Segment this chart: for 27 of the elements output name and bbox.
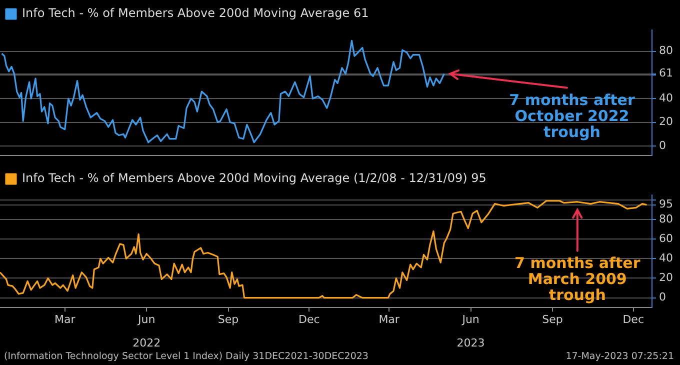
text: 17-May-2023 07:25:21: [566, 351, 674, 362]
y-tick-label: 95: [659, 198, 674, 211]
x-tick-label: Dec: [298, 313, 320, 326]
text: (Information Technology Sector Level 1 Index) Daily 31DEC2021-30DEC2023: [4, 351, 368, 362]
y-tick-label: 61: [659, 66, 674, 80]
y-tick-label: 20: [659, 271, 674, 284]
annotation: 7 months after March 2009 trough: [514, 254, 641, 304]
legend-label: Info Tech - % of Members Above 200d Moving Average (1/2/08 - 12/31/09) 95: [22, 171, 486, 186]
x-tick-label: Jun: [136, 313, 156, 326]
x2-tick-label: 2023: [456, 336, 485, 350]
legend-label: Info Tech - % of Members Above 200d Moving Average 61: [22, 6, 369, 20]
y-tick-label: 0: [659, 290, 666, 304]
y-tick-label: 20: [659, 115, 674, 128]
y-tick-label: 0: [659, 138, 666, 152]
y-tick-label: 60: [659, 232, 674, 245]
annotation: 7 months after October 2022 trough: [509, 91, 636, 142]
y-tick-label: 80: [659, 44, 674, 58]
x-tick-label: Mar: [378, 313, 400, 326]
x-tick-label: Sep: [542, 313, 563, 326]
y-tick-label: 40: [659, 252, 674, 265]
x2-tick-label: 2022: [132, 336, 161, 350]
x-tick-label: Mar: [54, 313, 76, 326]
x-tick-label: Sep: [218, 313, 239, 326]
x-tick-label: Dec: [622, 313, 644, 326]
y-tick-label: 40: [659, 91, 674, 104]
y-tick-label: 80: [659, 212, 674, 226]
x-tick-label: Jun: [461, 313, 480, 326]
